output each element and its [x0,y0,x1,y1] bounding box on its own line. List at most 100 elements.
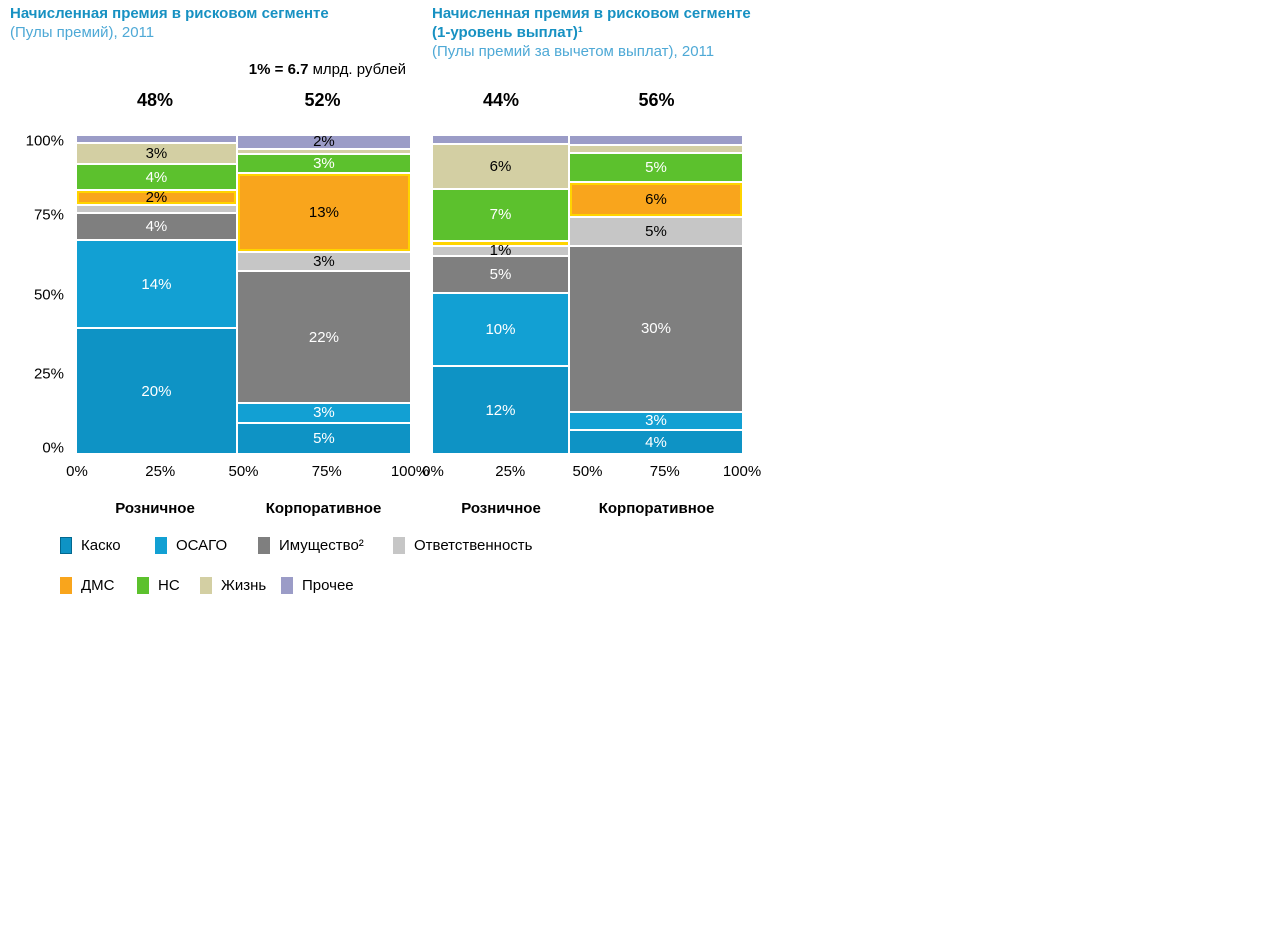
imushchestvo-swatch-icon [258,537,270,554]
mekko-column-розничное: 12% 10% 5% 1% 7% 6% [433,136,568,453]
x-tick: 25% [145,463,176,480]
segment-нс: 3% [237,154,410,173]
legend-item-zhizn: Жизнь [200,577,266,594]
chart2-title: Начисленная премия в рисковом сегменте (… [432,4,852,61]
segment-нс: 7% [433,189,568,240]
y-tick-50: 50% [33,286,64,303]
segment-value-label: 6% [489,158,512,176]
scale-note-unit: млрд. рублей [308,61,406,78]
segment-имущество: 4% [77,214,236,239]
chart2-col1-label: Розничное [461,500,541,517]
x-tick: 50% [228,463,259,480]
segment-прочее: 2% [237,133,410,151]
chart2-title-line2: (1-уровень выплат)¹ [432,24,583,41]
segment-value-label: 3% [313,253,335,271]
chart1-col1-label: Розничное [115,500,195,517]
segment-value-label: 1% [489,242,512,260]
segment-value-label: 2% [313,133,335,151]
prochee-swatch-icon [281,577,293,594]
segment-имущество: 22% [237,272,410,402]
y-tick-75: 75% [33,206,64,224]
segment-value-label: 5% [645,158,667,176]
segment-осаго: 10% [433,294,568,366]
legend-item-ns: НС [137,577,180,594]
segment-value-label: 13% [308,204,339,222]
chart2-plot: 12% 10% 5% 1% 7% 6% 4% 3% 30% 5% 6% 5% [433,136,742,453]
chart1-col2-header: 52% [304,90,341,110]
chart1-plot: 20% 14% 4% 2% 4% 3% 5% 3% 22% 3% 13% 3% 2% [77,133,410,453]
segment-дмс [433,241,568,246]
segment-ответственность: 5% [569,217,742,245]
segment-дмс: 6% [569,182,742,216]
legend-item-otvetstvennost: Ответственность [393,537,533,554]
segment-жизнь [237,149,410,153]
segment-value-label: 4% [145,217,168,235]
legend-item-osago: ОСАГО [155,537,227,554]
segment-value-label: 7% [489,206,512,224]
y-tick-25: 25% [33,365,64,383]
mekko-column-корпоративное: 5% 3% 22% 3% 13% 3% 2% [237,133,410,453]
segment-жизнь: 6% [433,145,568,188]
scale-note-value: 1% = 6.7 [248,61,309,78]
legend-label: НС [158,577,180,594]
chart2-title-line1: Начисленная премия в рисковом сегменте [432,5,751,22]
chart2-col2-label: Корпоративное [598,500,715,517]
segment-каско: 4% [569,431,742,453]
chart1-title-line1: Начисленная премия в рисковом сегменте [10,5,329,22]
segment-value-label: 4% [145,168,168,186]
chart1-col1-header: 48% [136,90,174,110]
segment-прочее [569,136,742,145]
segment-value-label: 20% [141,382,172,400]
segment-value-label: 14% [141,275,172,293]
segment-каско: 12% [433,367,568,453]
y-tick-100: 100% [25,132,64,150]
segment-value-label: 5% [489,265,512,283]
segment-value-label: 3% [313,155,335,173]
legend-item-prochee: Прочее [281,577,354,594]
osago-swatch-icon [155,537,167,554]
x-tick: 75% [311,463,342,480]
chart1-x-axis: 0% 25% 50% 75% 100% [66,463,429,481]
y-tick-0: 0% [42,439,64,457]
legend-item-dms: ДМС [60,577,115,594]
segment-value-label: 5% [313,429,335,447]
segment-ответственность [77,205,236,213]
segment-value-label: 10% [485,321,516,339]
legend-label: ОСАГО [176,537,228,554]
x-tick: 0% [422,463,444,480]
segment-value-label: 12% [485,401,516,419]
ns-swatch-icon [137,577,149,594]
segment-каско: 5% [237,423,410,453]
segment-прочее [433,136,568,144]
segment-value-label: 3% [145,144,168,162]
scale-note: 1% = 6.7 млрд. рублей [200,61,406,78]
segment-осаго: 3% [569,412,742,430]
y-axis: 100% 75% 50% 25% 0% [6,132,64,456]
dms-swatch-icon [60,577,72,594]
chart2-subtitle: (Пулы премий за вычетом выплат), 2011 [432,43,715,60]
otvetstvennost-swatch-icon [393,537,405,554]
legend-label: Прочее [302,577,354,594]
segment-ответственность: 1% [433,242,568,259]
chart1-col2-label: Корпоративное [265,500,382,517]
segment-ответственность: 3% [237,252,410,271]
segment-value-label: 3% [645,412,667,430]
segment-нс: 4% [77,164,236,190]
chart2-x-axis: 0% 25% 50% 75% 100% [422,463,761,481]
legend-label: Каско [81,537,121,554]
x-tick: 100% [390,463,430,480]
mekko-column-корпоративное: 4% 3% 30% 5% 6% 5% [569,136,742,453]
segment-осаго: 14% [77,240,236,328]
zhizn-swatch-icon [200,577,212,594]
segment-value-label: 4% [645,433,667,451]
segment-имущество: 5% [433,256,568,293]
segment-дмс: 2% [77,189,236,206]
segment-осаго: 3% [237,403,410,422]
segment-нс: 5% [569,153,742,181]
mekko-column-розничное: 20% 14% 4% 2% 4% 3% [77,135,236,453]
segment-value-label: 5% [645,222,667,240]
chart1-subtitle: (Пулы премий), 2011 [10,24,155,41]
legend-label: Ответственность [414,537,533,554]
x-tick: 25% [495,463,526,480]
x-tick: 50% [572,463,603,480]
